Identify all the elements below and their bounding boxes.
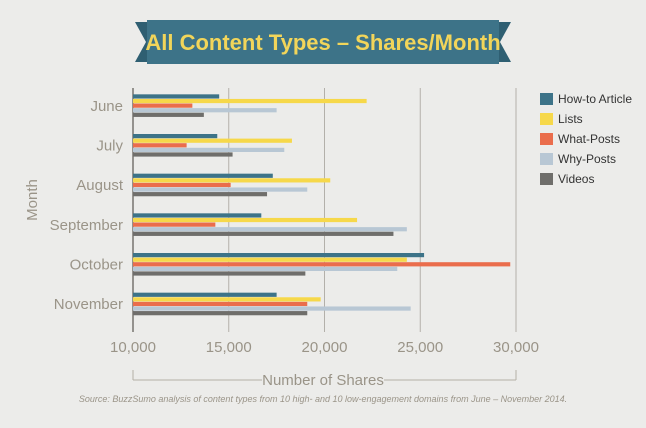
x-tick-label: 25,000: [397, 339, 443, 356]
source-note: Source: BuzzSumo analysis of content typ…: [79, 394, 567, 404]
x-tick-label: 30,000: [493, 339, 539, 356]
bar-july-lists: [133, 138, 292, 143]
x-tick-label: 20,000: [302, 339, 348, 356]
banner-body: [147, 20, 499, 64]
bar-july-what-posts: [133, 143, 187, 148]
category-label-november: November: [54, 296, 123, 313]
bar-november-why-posts: [133, 306, 411, 311]
bars: [133, 94, 511, 316]
category-label-september: September: [50, 217, 123, 234]
bar-november-videos: [133, 311, 308, 316]
bar-september-how-to-article: [133, 213, 262, 218]
legend-swatch-what-posts: [540, 133, 553, 145]
legend-label-what-posts: What-Posts: [558, 132, 620, 146]
x-axis-title: Number of Shares: [262, 372, 384, 389]
bar-june-what-posts: [133, 103, 193, 108]
bar-september-lists: [133, 217, 358, 223]
bar-july-how-to-article: [133, 134, 218, 139]
bar-september-what-posts: [133, 222, 216, 227]
category-labels: June July August September October November: [50, 98, 124, 313]
bar-november-how-to-article: [133, 292, 277, 297]
legend-swatch-how-to-article: [540, 93, 553, 105]
bar-august-lists: [133, 178, 331, 183]
chart-title: All Content Types – Shares/Month: [145, 30, 500, 55]
bar-november-what-posts: [133, 301, 308, 307]
bar-november-lists: [133, 297, 321, 302]
bar-september-videos: [133, 231, 394, 236]
bar-october-lists: [133, 257, 407, 262]
x-tick-labels: 10,000 15,000 20,000 25,000 30,000: [110, 339, 539, 356]
bar-june-lists: [133, 98, 367, 104]
bar-june-how-to-article: [133, 94, 220, 99]
bar-september-why-posts: [133, 227, 407, 232]
x-tick-label: 10,000: [110, 339, 156, 356]
legend-swatch-why-posts: [540, 153, 553, 165]
bar-october-how-to-article: [133, 253, 425, 258]
bar-july-videos: [133, 152, 233, 157]
category-label-october: October: [70, 257, 123, 274]
y-axis-title: Month: [24, 179, 41, 221]
grid: [132, 88, 517, 332]
legend-label-how-to-article: How-to Article: [558, 92, 632, 106]
legend-swatch-videos: [540, 173, 553, 185]
bar-august-why-posts: [133, 187, 308, 192]
category-label-august: August: [76, 177, 124, 194]
bar-october-why-posts: [133, 266, 398, 271]
bar-october-what-posts: [133, 262, 511, 267]
category-label-june: June: [90, 98, 123, 115]
bar-august-videos: [133, 192, 268, 197]
category-label-july: July: [96, 138, 123, 155]
legend-swatch-lists: [540, 113, 553, 125]
bar-july-why-posts: [133, 147, 285, 152]
legend-label-videos: Videos: [558, 172, 594, 186]
x-axis-bracket: [132, 370, 517, 381]
bar-october-videos: [133, 271, 306, 276]
bar-august-how-to-article: [133, 173, 273, 178]
bar-june-videos: [133, 112, 204, 117]
bar-august-what-posts: [133, 182, 231, 188]
legend: How-to Article Lists What-Posts Why-Posts Vi…: [540, 92, 632, 186]
legend-label-lists: Lists: [558, 112, 583, 126]
legend-label-why-posts: Why-Posts: [558, 152, 616, 166]
title-banner: All Content Types – Shares/Month: [135, 20, 511, 64]
bar-june-why-posts: [133, 108, 277, 113]
x-tick-label: 15,000: [206, 339, 252, 356]
